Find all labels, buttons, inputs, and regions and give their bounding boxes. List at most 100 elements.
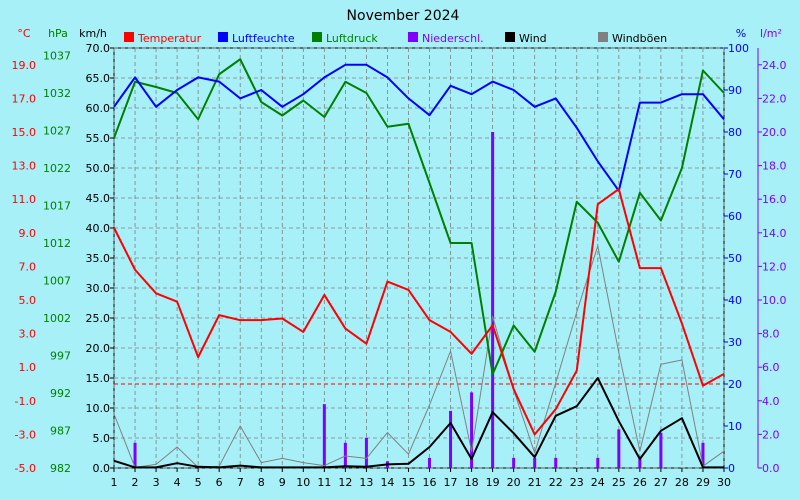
precipitation-bar [491,132,495,468]
humidity-tick-label: 90 [728,84,742,97]
wind-tick-label: 30.0 [86,282,111,295]
humidity-tick-label: 100 [728,42,749,55]
legend-label-luftfeuchte: Luftfeuchte [232,32,295,45]
wind-tick-label: 50.0 [86,162,111,175]
precipitation-tick-label: 8.0 [762,328,780,341]
wind-tick-label: 40.0 [86,222,111,235]
pressure-tick-label: 1022 [43,162,71,175]
humidity-tick-label: 80 [728,126,742,139]
humidity-tick-label: 30 [728,336,742,349]
precipitation-bar [701,442,705,468]
x-tick-label: 26 [633,476,647,489]
precipitation-bar [554,457,558,468]
temperature-tick-label: -3.0 [15,428,36,441]
legend-label-temperatur: Temperatur [137,32,202,45]
precipitation-tick-label: 16.0 [762,193,787,206]
x-tick-label: 7 [237,476,244,489]
temperature-tick-label: 1.0 [19,361,37,374]
humidity-axis-unit: % [736,27,746,40]
x-tick-label: 16 [423,476,437,489]
x-tick-label: 30 [717,476,731,489]
x-tick-label: 12 [338,476,352,489]
precipitation-tick-label: 12.0 [762,260,787,273]
x-tick-label: 4 [174,476,181,489]
temperature-tick-label: 11.0 [12,193,37,206]
pressure-tick-label: 987 [50,425,71,438]
precipitation-bar [322,404,326,468]
precipitation-tick-label: 20.0 [762,126,787,139]
x-tick-label: 8 [258,476,265,489]
humidity-tick-label: 20 [728,378,742,391]
x-tick-label: 25 [612,476,626,489]
x-tick-label: 27 [654,476,668,489]
temperature-tick-label: 3.0 [19,328,37,341]
x-tick-label: 1 [111,476,118,489]
wind-tick-label: 10.0 [86,402,111,415]
x-tick-label: 15 [401,476,415,489]
humidity-tick-label: 0 [728,462,735,475]
precipitation-bar [512,457,516,468]
precipitation-tick-label: 6.0 [762,361,780,374]
precipitation-bar [659,432,663,468]
x-tick-label: 23 [570,476,584,489]
precipitation-tick-label: 24.0 [762,59,787,72]
x-tick-label: 17 [444,476,458,489]
x-tick-label: 28 [675,476,689,489]
temperature-tick-label: 15.0 [12,126,37,139]
temperature-axis-unit: °C [17,27,31,40]
x-tick-label: 21 [528,476,542,489]
precipitation-tick-label: 22.0 [762,92,787,105]
x-tick-label: 11 [317,476,331,489]
legend-item-luftfeuchte: Luftfeuchte [218,32,295,45]
precipitation-tick-label: 2.0 [762,428,780,441]
precipitation-bar [533,457,537,468]
wind-tick-label: 65.0 [86,72,111,85]
precipitation-axis-unit: l/m² [760,27,782,40]
wind-tick-label: 60.0 [86,102,111,115]
precipitation-bar [343,442,347,468]
temperature-tick-label: 5.0 [19,294,37,307]
wind-tick-label: 45.0 [86,192,111,205]
legend-label-windboeen: Windböen [612,32,667,45]
legend: Temperatur Luftfeuchte Luftdruck Nieders… [124,32,667,45]
wind-tick-label: 35.0 [86,252,111,265]
wind-tick-label: 25.0 [86,312,111,325]
wind-tick-label: 20.0 [86,342,111,355]
legend-swatch-niederschl [408,32,418,42]
legend-item-temperatur: Temperatur [124,32,202,45]
humidity-tick-label: 50 [728,252,742,265]
x-tick-label: 13 [359,476,373,489]
legend-swatch-luftfeuchte [218,32,228,42]
precipitation-tick-label: 10.0 [762,294,787,307]
pressure-tick-label: 1037 [43,50,71,63]
temperature-tick-label: -1.0 [15,395,36,408]
precipitation-bar [596,457,600,468]
precipitation-bar [364,437,368,468]
legend-label-niederschl: Niederschl. [422,32,484,45]
temperature-tick-label: 9.0 [19,227,37,240]
precipitation-bar [428,457,432,468]
x-tick-label: 29 [696,476,710,489]
wind-axis-unit: km/h [79,27,107,40]
pressure-tick-label: 1027 [43,125,71,138]
temperature-tick-label: -5.0 [15,462,36,475]
precipitation-tick-label: 4.0 [762,395,780,408]
x-tick-label: 2 [132,476,139,489]
pressure-tick-label: 997 [50,350,71,363]
legend-swatch-luftdruck [312,32,322,42]
x-tick-label: 5 [195,476,202,489]
x-tick-label: 10 [296,476,310,489]
legend-swatch-wind [505,32,515,42]
chart-title: November 2024 [347,8,460,24]
wind-tick-label: 0.0 [93,462,111,475]
temperature-tick-label: 17.0 [12,92,37,105]
precipitation-bar [449,410,453,468]
legend-swatch-windboeen [598,32,608,42]
humidity-tick-label: 40 [728,294,742,307]
wind-tick-label: 15.0 [86,372,111,385]
plot-area: 19.017.015.013.011.09.07.05.03.01.0-1.0-… [12,42,787,489]
series-line-wind [113,377,724,469]
pressure-axis-unit: hPa [48,27,68,40]
x-tick-label: 6 [216,476,223,489]
